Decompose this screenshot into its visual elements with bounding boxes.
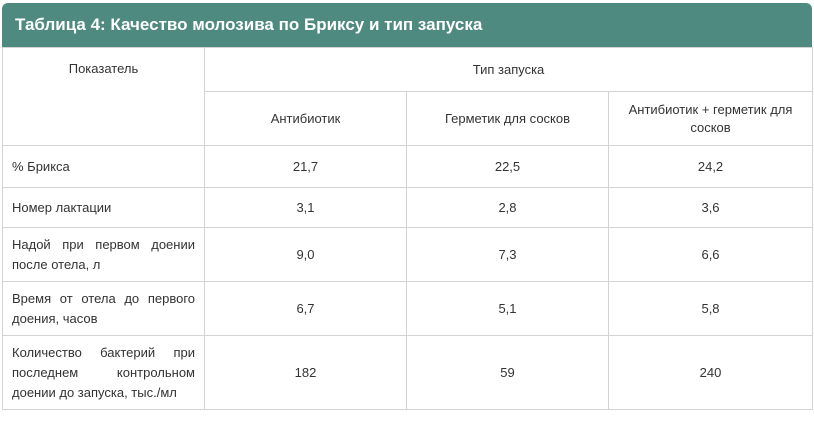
header-col-combined: Антибиотик + герметик для сосков — [607, 91, 814, 146]
cell-value: 24,2 — [607, 145, 814, 188]
row-label: % Брикса — [2, 145, 205, 188]
row-label: Время от отела до первого доения, часов — [2, 281, 205, 336]
cell-value: 6,7 — [204, 281, 407, 336]
cell-value: 3,1 — [204, 187, 407, 228]
cell-value: 5,1 — [406, 281, 609, 336]
cell-value: 9,0 — [204, 227, 407, 282]
cell-value: 22,5 — [406, 145, 609, 188]
table-row: Время от отела до первого доения, часов … — [2, 281, 814, 336]
cell-value: 6,6 — [607, 227, 814, 282]
table-row: Номер лактации 3,1 2,8 3,6 — [2, 187, 814, 228]
header-indicator: Показатель — [2, 47, 205, 146]
cell-value: 182 — [204, 335, 407, 410]
header-row: Показатель Тип запуска — [2, 47, 814, 146]
cell-value: 240 — [607, 335, 814, 410]
data-table: Показатель Тип запуска Антибиотик Гермет… — [2, 47, 814, 410]
table-row: Количество бактерий при последнем контро… — [2, 335, 814, 410]
cell-value: 5,8 — [607, 281, 814, 336]
row-label: Номер лактации — [2, 187, 205, 228]
table-row: Надой при первом доении после отела, л 9… — [2, 227, 814, 282]
table-row: % Брикса 21,7 22,5 24,2 — [2, 145, 814, 188]
cell-value: 2,8 — [406, 187, 609, 228]
header-subrow: Антибиотик Герметик для сосков Антибиоти… — [3, 91, 814, 146]
table-container: Таблица 4: Качество молозива по Бриксу и… — [2, 3, 814, 410]
cell-value: 59 — [406, 335, 609, 410]
cell-value: 21,7 — [204, 145, 407, 188]
cell-value: 7,3 — [406, 227, 609, 282]
header-group: Тип запуска — [203, 47, 814, 92]
table-title: Таблица 4: Качество молозива по Бриксу и… — [2, 3, 812, 47]
row-label: Количество бактерий при последнем контро… — [2, 335, 205, 410]
row-label: Надой при первом доении после отела, л — [2, 227, 205, 282]
header-col-sealant: Герметик для сосков — [406, 91, 609, 146]
cell-value: 3,6 — [607, 187, 814, 228]
header-col-antibiotic: Антибиотик — [204, 91, 407, 146]
